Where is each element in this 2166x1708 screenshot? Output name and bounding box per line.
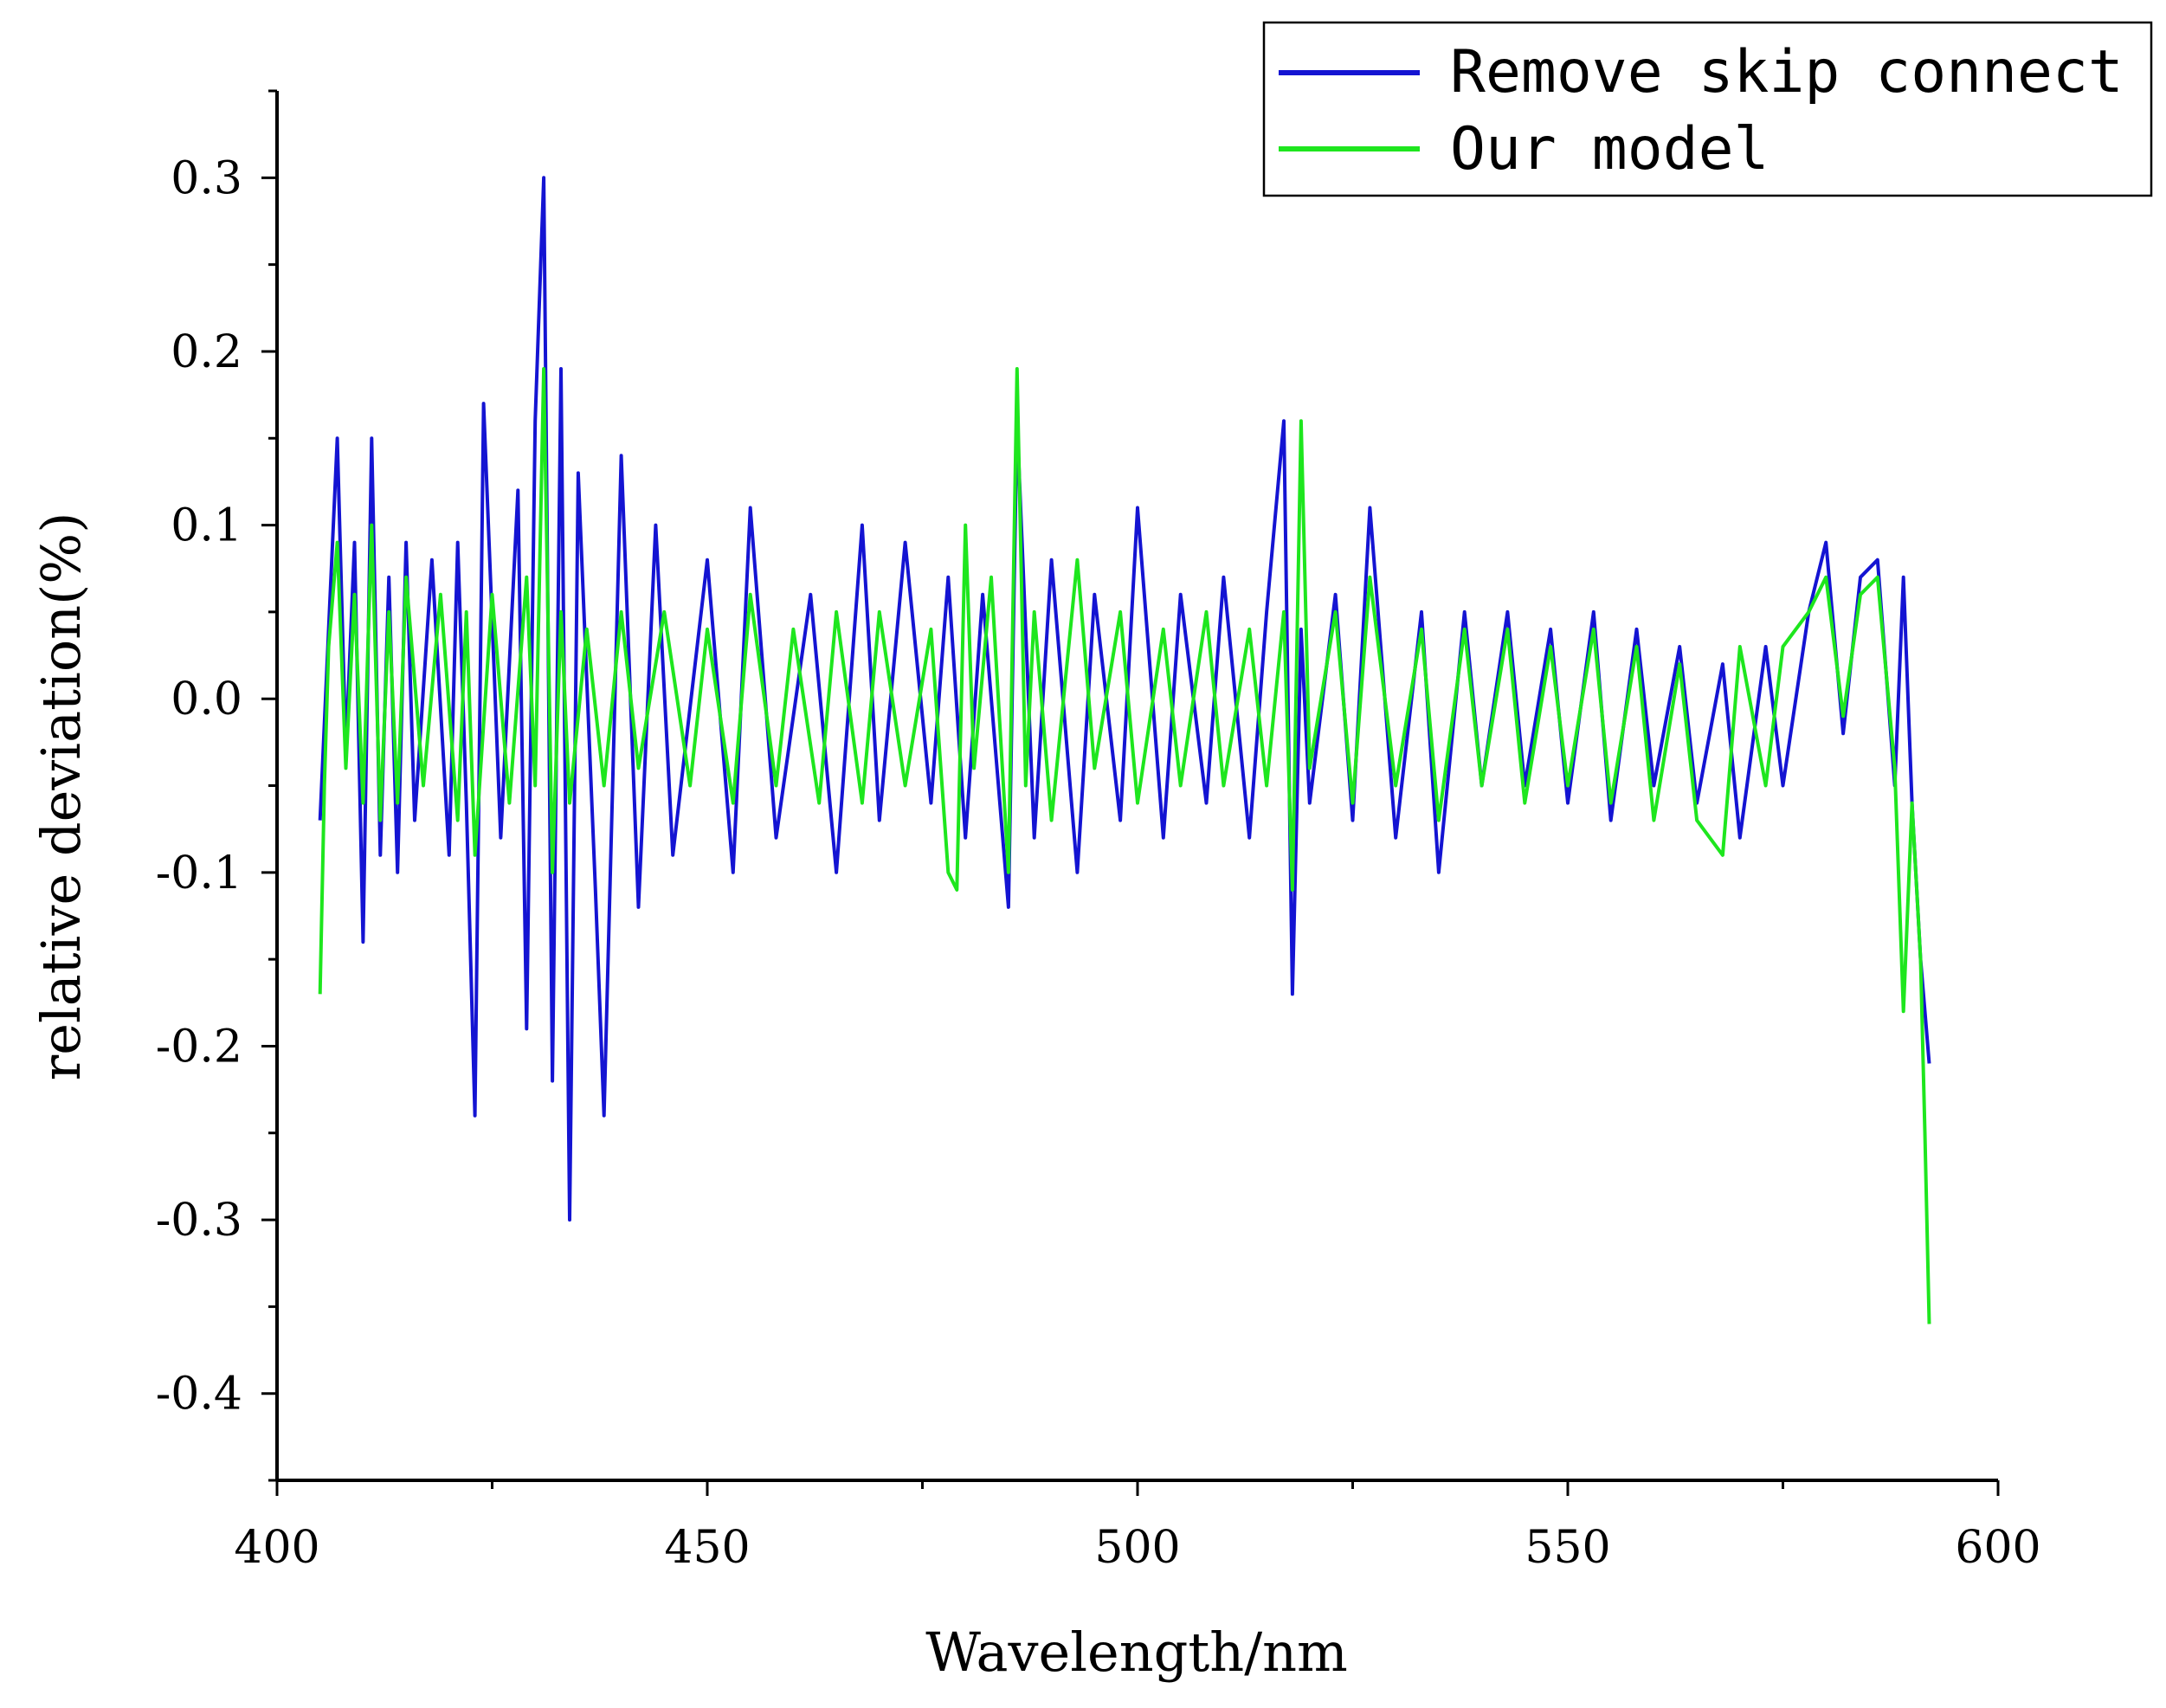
legend-box <box>1262 21 2153 197</box>
y-axis-title: relative deviation(%) <box>29 512 93 1081</box>
y-tick-label: -0.2 <box>156 1021 242 1073</box>
x-tick-label: 500 <box>1094 1522 1180 1574</box>
x-tick-label: 450 <box>664 1522 750 1574</box>
y-tick-label: 0.3 <box>171 152 242 204</box>
y-tick-label: -0.1 <box>156 848 242 899</box>
y-tick-label: 0.1 <box>171 500 242 552</box>
legend: Remove skip connect Our model <box>1262 21 2153 197</box>
plot-lines <box>318 176 1931 1325</box>
y-tick-label: 0.0 <box>171 674 242 725</box>
x-axis-title: Wavelength/nm <box>925 1621 1348 1684</box>
y-tick-label: 0.2 <box>171 326 242 378</box>
x-tick-label: 600 <box>1955 1522 2040 1574</box>
x-tick-label: 550 <box>1525 1522 1610 1574</box>
y-tick-label: -0.4 <box>156 1369 242 1421</box>
y-tick-label: -0.3 <box>156 1195 242 1247</box>
ticks: 400 450 500 550 600 0.3 0.2 0.1 0.0 -0.1 -0.2 -0.3 -… <box>156 89 2041 1574</box>
series-line-our-model <box>318 367 1931 1325</box>
legend-label-our-model: Our model <box>1450 115 1769 184</box>
legend-label-remove-skip-connect: Remove skip connect <box>1450 38 2124 106</box>
series-line-remove-skip-connect <box>318 176 1931 1222</box>
x-tick-label: 400 <box>234 1522 319 1574</box>
